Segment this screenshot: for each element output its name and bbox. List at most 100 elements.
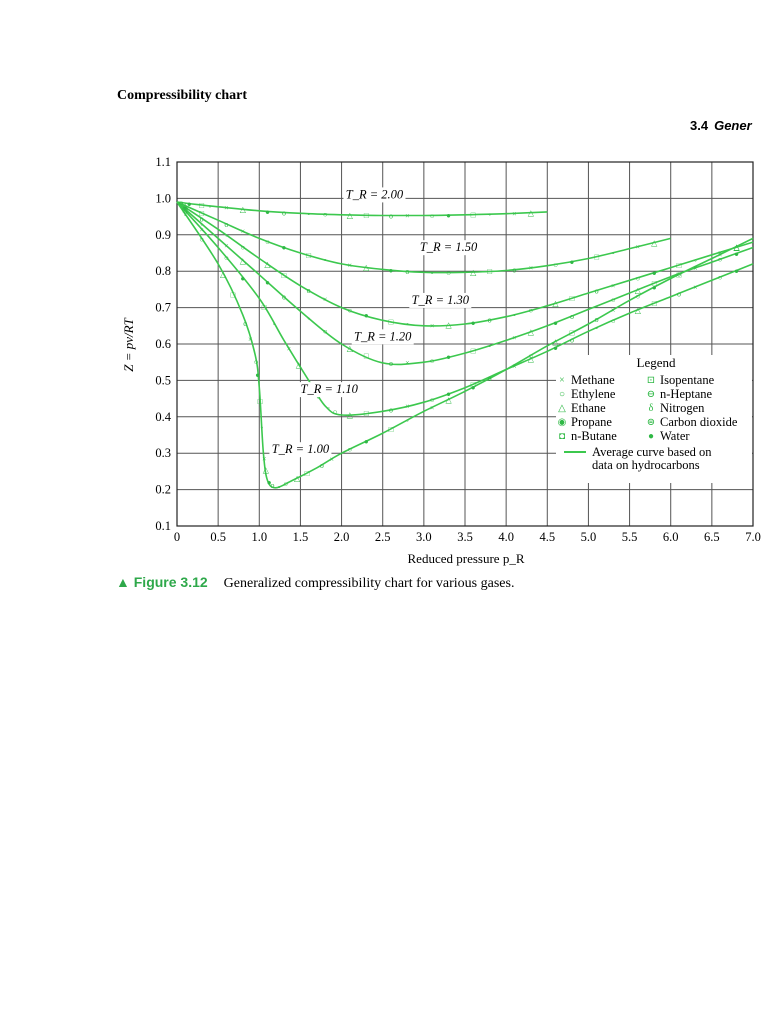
marker-3-11: △	[635, 286, 642, 295]
curve-4	[176, 201, 754, 416]
marker-5-0: ◦	[184, 210, 187, 219]
marker-5-7: ◦	[278, 482, 281, 491]
curve-0	[176, 201, 548, 217]
marker-0-1: ◦	[208, 202, 211, 211]
legend-symbol-3: ◉	[558, 417, 567, 428]
y-tick-label-2: 0.3	[155, 446, 171, 460]
data-markers: ○ ● □ ◦ × △ ● o ◦ ○ △ □ o × ○ ● □ ◦ × △△□o×○●□ ◦× △ ● o ◦ ○ △ □ o × ○ ●…	[179, 199, 741, 492]
x-tick-label-10: 5.0	[581, 530, 597, 544]
marker-2-3: ×	[323, 295, 328, 304]
legend-line-label-1: Average curve based on	[592, 445, 712, 459]
legend-symbol-9: ●	[648, 431, 654, 442]
curve-5	[176, 201, 754, 489]
marker-3-2: o	[282, 293, 286, 302]
y-tick-label-0: 0.1	[155, 519, 171, 533]
marker-2-1: ○	[240, 243, 245, 252]
marker-2-9: □	[570, 294, 575, 303]
marker-3-12: o	[677, 270, 681, 279]
marker-5-0: ○	[199, 235, 204, 244]
x-tick-label-9: 4.5	[539, 530, 555, 544]
marker-0-3: o	[282, 208, 286, 217]
marker-1-9: ●	[570, 257, 575, 266]
marker-4-2: □	[262, 303, 267, 312]
marker-5-9: ×	[329, 455, 334, 464]
legend-symbol-6: ⊖	[647, 389, 655, 400]
marker-0-6: ×	[405, 212, 410, 221]
marker-0-9: △	[528, 209, 535, 218]
document-title: Compressibility chart	[117, 88, 248, 103]
marker-5-10: ●	[364, 437, 369, 446]
curve-label-4: T_R = 1.10	[301, 382, 359, 396]
marker-2-0: o	[200, 214, 204, 223]
curve-labels: T_R = 2.00 T_R = 1.50 T_R = 1.30 T_R = 1.20…	[269, 187, 480, 458]
y-tick-label-7: 0.8	[155, 264, 171, 278]
marker-4-7: ×	[405, 402, 410, 411]
marker-5-14: ○	[528, 351, 533, 360]
legend-symbol-1: ○	[559, 389, 565, 400]
marker-4-12: ◦	[595, 324, 598, 333]
legend: Legend × Methane ○ Ethylene △ Ethane ◉ Propane ◘…	[556, 355, 752, 483]
marker-5-18: ◦	[694, 262, 697, 271]
marker-4-14: ×	[693, 283, 698, 292]
y-tick-label-10: 1.1	[155, 155, 171, 169]
marker-1-1: o	[224, 220, 228, 229]
legend-background	[556, 355, 752, 483]
marker-0-5: □	[364, 211, 369, 220]
marker-3-13: ○	[718, 255, 723, 264]
marker-4-3: ×	[287, 344, 292, 353]
marker-3-10: ◦	[595, 302, 598, 311]
marker-3-0: ◦	[200, 220, 203, 229]
marker-3-10: ○	[611, 296, 616, 305]
marker-1-6: ◦	[431, 268, 434, 277]
marker-4-6: △	[347, 410, 354, 419]
marker-1-0: □	[199, 209, 204, 218]
plot-frame	[176, 161, 754, 527]
y-tick-label-6: 0.7	[155, 301, 171, 315]
legend-symbol-4: ◘	[559, 431, 565, 442]
legend-label-1: Ethylene	[571, 387, 616, 401]
compressibility-chart: 0 0.5 1.0 1.5 2.0 2.5 3.0 3.5 4.0 4.5 5.0 5.5 6.0 6.5…	[121, 155, 761, 566]
marker-0-2: ×	[224, 204, 229, 213]
marker-4-13: △	[635, 306, 642, 315]
marker-1-6: ○	[446, 268, 451, 277]
marker-2-12: □	[677, 261, 682, 270]
legend-label-0: Methane	[571, 373, 615, 387]
x-tick-label-3: 1.5	[293, 530, 309, 544]
curve-2	[176, 201, 754, 327]
marker-0-0: ●	[187, 200, 192, 209]
x-tick-label-12: 6.0	[663, 530, 679, 544]
marker-2-8: ◦	[513, 311, 516, 320]
marker-2-3: o	[307, 286, 311, 295]
marker-3-13: ●	[734, 249, 739, 258]
marker-1-4: ×	[348, 261, 353, 270]
marker-5-19: △	[733, 242, 740, 251]
marker-3-3: ○	[323, 327, 328, 336]
marker-4-5: ○	[333, 407, 338, 416]
marker-3-4: □	[364, 351, 369, 360]
marker-5-17: ●	[652, 283, 657, 292]
legend-label-5: Isopentane	[660, 373, 715, 387]
marker-5-10: ○	[347, 445, 352, 454]
marker-1-0: △	[182, 202, 189, 211]
x-tick-label-5: 2.5	[375, 530, 391, 544]
legend-label-3: Propane	[571, 415, 612, 429]
marker-4-8: ○	[430, 395, 435, 404]
marker-1-11: ×	[636, 243, 641, 252]
legend-label-4: n-Butane	[571, 429, 617, 443]
marker-3-9: ●	[553, 319, 558, 328]
marker-4-11: o	[570, 335, 574, 344]
x-tick-label-1: 0.5	[210, 530, 226, 544]
curve-3	[176, 201, 754, 366]
marker-5-3: ○	[254, 357, 259, 366]
marker-5-2: o	[243, 319, 247, 328]
marker-3-3: ◦	[307, 314, 310, 323]
marker-5-19: ×	[718, 250, 723, 259]
marker-1-9: ○	[553, 260, 558, 269]
section-word: Gener	[714, 118, 752, 133]
marker-5-13: o	[488, 374, 492, 383]
marker-3-2: ●	[265, 278, 270, 287]
marker-2-1: ◦	[225, 231, 228, 240]
marker-1-3: ◦	[324, 256, 327, 265]
marker-5-12: ×	[430, 403, 435, 412]
x-tick-label-0: 0	[174, 530, 180, 544]
